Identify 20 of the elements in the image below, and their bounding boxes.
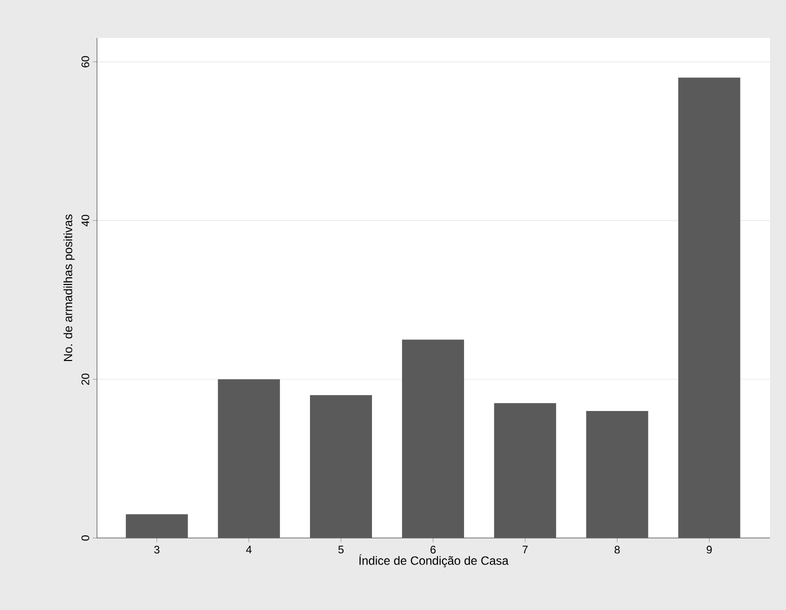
- x-tick-label: 9: [706, 546, 712, 554]
- bar: [218, 379, 280, 538]
- y-tick-label: 40: [81, 214, 90, 226]
- bar: [678, 78, 740, 538]
- y-tick-label: 0: [81, 535, 90, 541]
- y-tick-label: 60: [81, 56, 90, 68]
- x-tick-label: 5: [338, 546, 344, 554]
- bar: [402, 340, 464, 538]
- x-tick-label: 8: [614, 546, 620, 554]
- x-axis-title: Índice de Condição de Casa: [359, 554, 509, 568]
- bar: [310, 395, 372, 538]
- y-axis-title: No. de armadilhas positivas: [63, 214, 75, 361]
- x-tick-label: 7: [522, 546, 528, 554]
- x-tick-label: 6: [430, 546, 436, 554]
- x-tick-label: 4: [246, 546, 252, 554]
- x-tick-label: 3: [154, 546, 160, 554]
- bar: [126, 514, 188, 538]
- y-tick-label: 20: [81, 374, 90, 385]
- bar: [586, 411, 648, 538]
- bar: [494, 403, 556, 538]
